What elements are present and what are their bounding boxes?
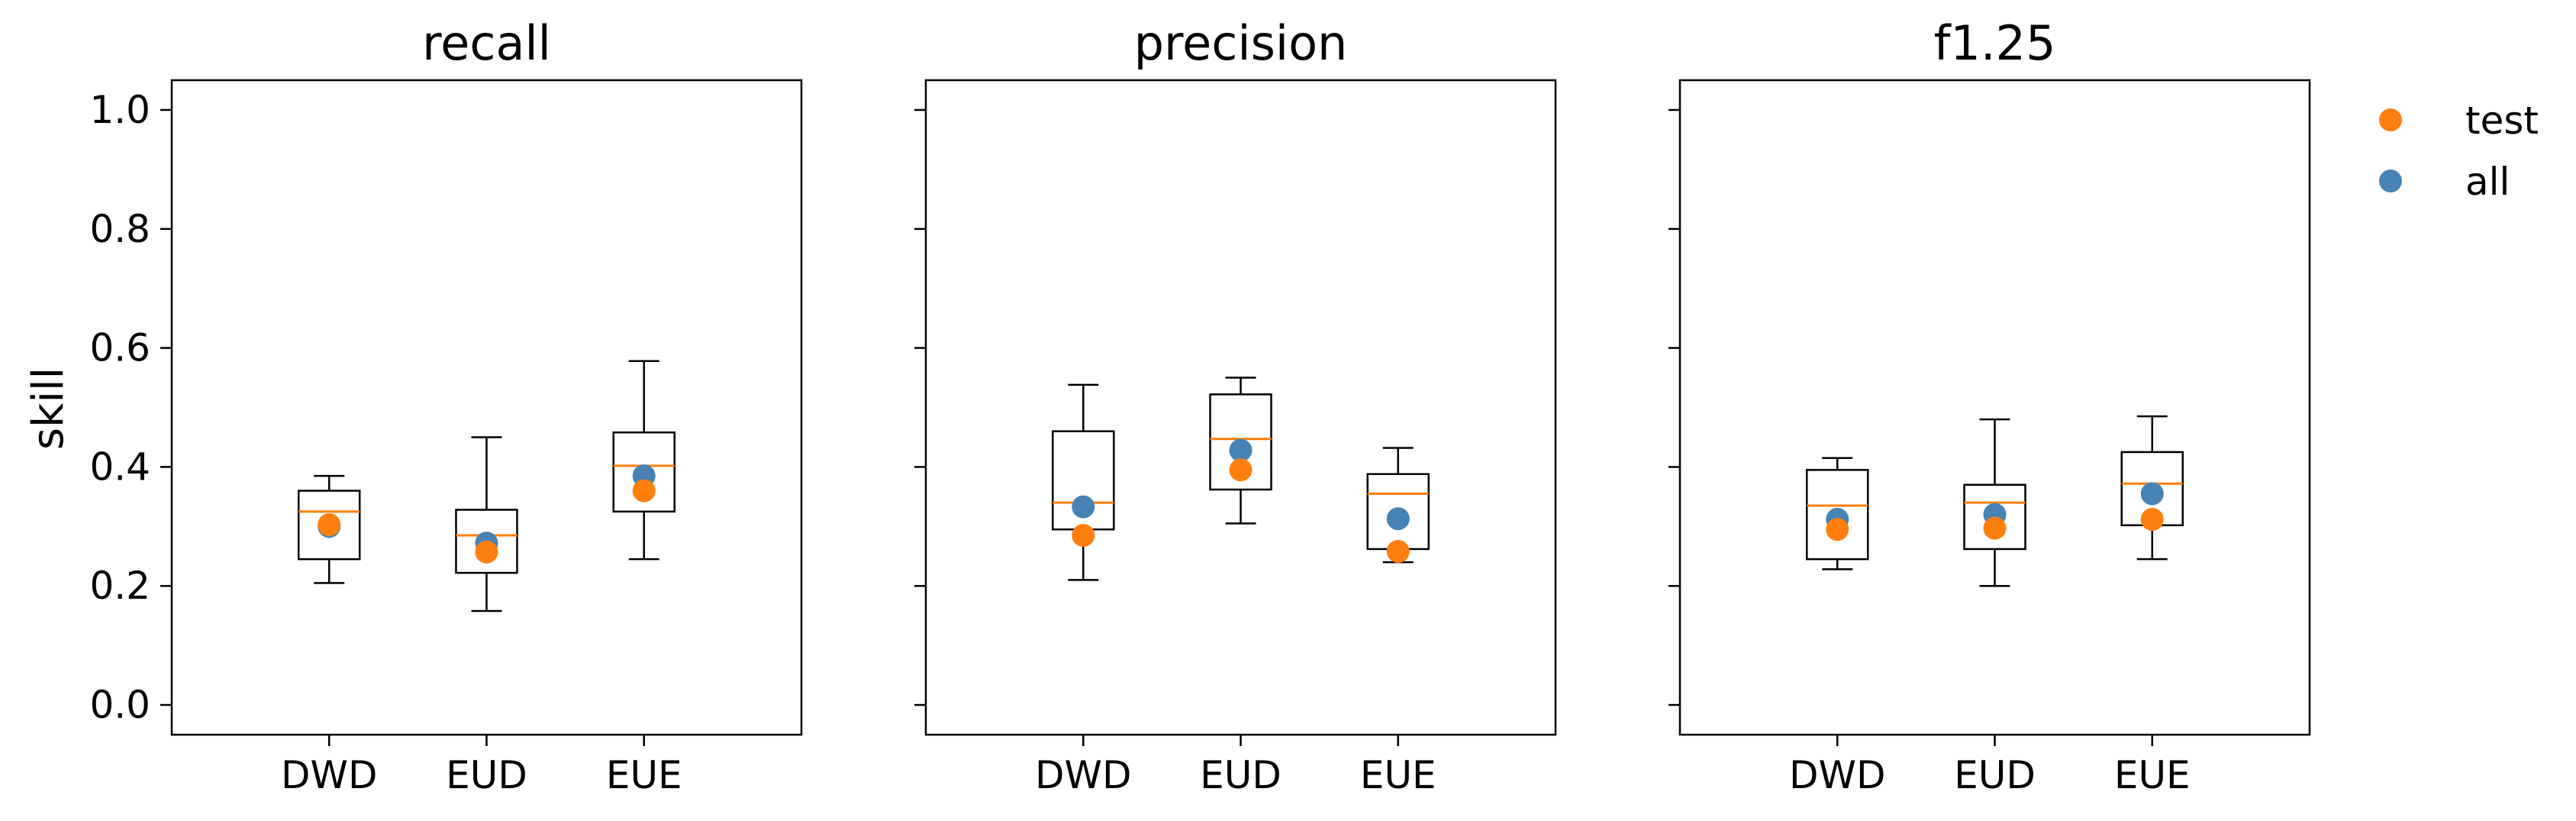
point-test-EUD (1229, 458, 1253, 482)
point-test-EUE (632, 479, 656, 503)
y-tick-label: 0.0 (89, 683, 150, 727)
box-DWD (298, 490, 361, 561)
x-tick-label: DWD (1789, 753, 1885, 797)
legend-label-test: test (2465, 99, 2539, 143)
x-tick-label: EUE (606, 753, 682, 797)
plot-frame (170, 79, 803, 736)
y-tick-label: 0.2 (89, 564, 150, 608)
point-test-EUE (1386, 540, 1410, 564)
point-all-EUE (1386, 507, 1410, 531)
x-tick-label: DWD (281, 753, 377, 797)
box-DWD (1806, 469, 1869, 561)
y-axis-label: skill (24, 367, 73, 450)
panel-title: precision (1134, 15, 1348, 71)
point-test-EUD (475, 540, 498, 564)
legend-marker-test (2379, 108, 2402, 131)
panel-recall: recall 0.0 0.2 0.4 0.6 0.8 1.0 DWD EUD EUE (89, 15, 803, 797)
panel-f1.25: f1.25 DWD EUD EUE (1668, 15, 2311, 797)
x-tick-label: EUD (1200, 753, 1282, 797)
y-tick-label: 0.6 (89, 326, 150, 370)
box-EUD (1963, 483, 2026, 551)
legend-marker-all (2379, 170, 2402, 192)
point-all-DWD (1072, 495, 1095, 519)
panel-title: f1.25 (1934, 15, 2056, 71)
box-EUD (455, 509, 518, 574)
x-tick-label: EUE (2114, 753, 2191, 797)
point-test-EUE (2140, 507, 2164, 531)
point-test-DWD (1072, 524, 1095, 548)
point-all-EUD (1229, 438, 1253, 462)
plot-frame (924, 79, 1557, 736)
x-tick-label: EUE (1360, 753, 1436, 797)
y-tick-label: 0.4 (89, 444, 150, 489)
box-EUE (612, 431, 675, 513)
x-tick-label: EUD (446, 753, 527, 797)
panel-precision: precision DWD EUD EUE (914, 15, 1557, 797)
panel-title: recall (422, 15, 551, 71)
point-all-EUE (2140, 482, 2164, 506)
point-test-DWD (318, 512, 341, 536)
point-test-EUD (1983, 516, 2007, 540)
legend-label-all: all (2465, 160, 2510, 204)
y-tick-label: 0.8 (89, 207, 150, 251)
x-tick-label: EUD (1954, 753, 2036, 797)
box-EUD (1209, 393, 1272, 491)
y-tick-label: 1.0 (89, 88, 150, 132)
plot-frame (1678, 79, 2311, 736)
x-tick-label: DWD (1035, 753, 1131, 797)
legend: test all (2379, 99, 2539, 204)
point-test-DWD (1826, 518, 1849, 541)
